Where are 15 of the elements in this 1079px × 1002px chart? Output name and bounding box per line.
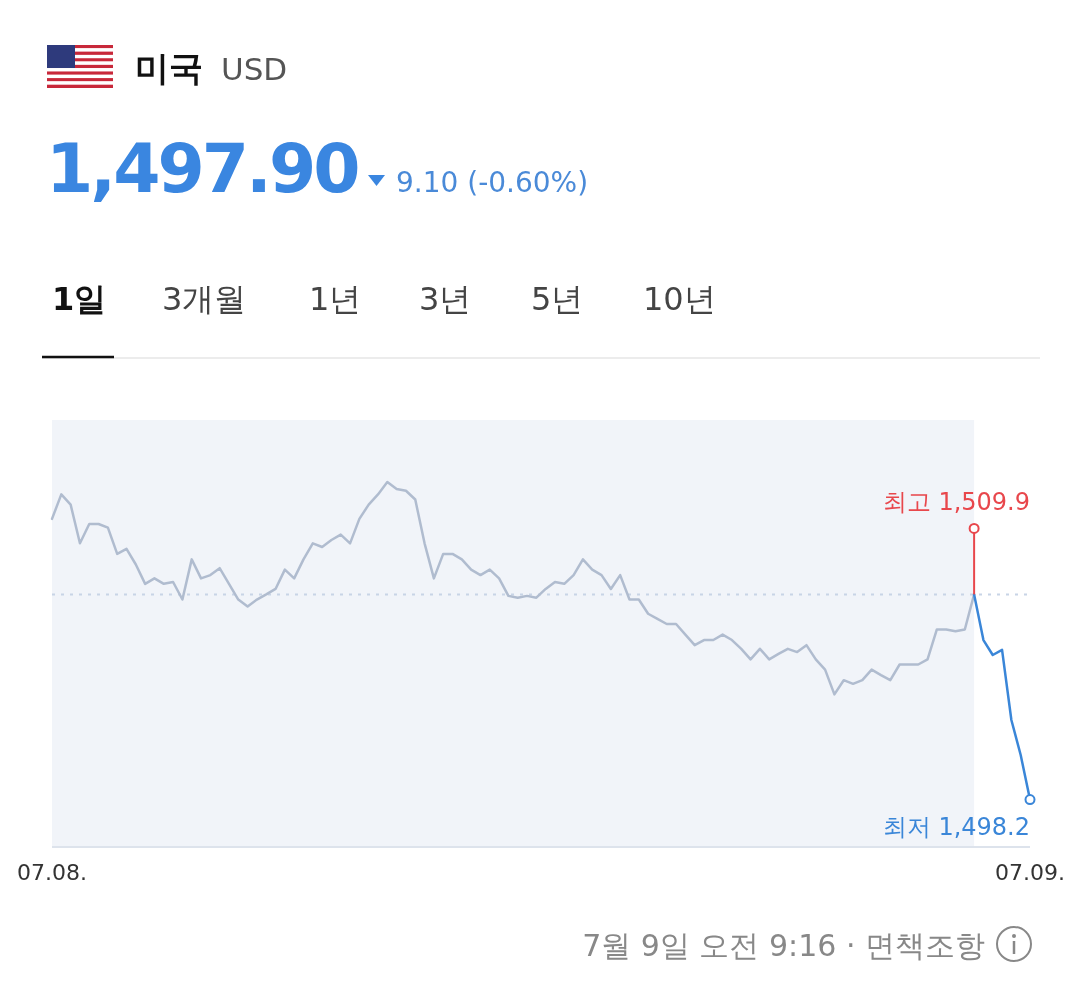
text: 1일 (52, 280, 107, 318)
annotation: 최고 1,509.9 (882, 488, 1030, 517)
chart-subtitle: USD (221, 51, 288, 87)
text: 5년 (531, 280, 584, 318)
chart-title: 미국 (135, 48, 203, 88)
text: 7월 9일 오전 9:16 · 면책조항 (582, 928, 985, 963)
text: 1,497.90 (46, 129, 359, 208)
text: 9.10 (-0.60%) (396, 166, 589, 199)
x-tick-label: 07.09. (995, 860, 1065, 885)
text: 10년 (643, 280, 716, 318)
annotation: 최저 1,498.2 (882, 812, 1030, 841)
x-tick-label: 07.08. (17, 860, 87, 885)
text: 1년 (309, 280, 362, 318)
text: 3개월 (162, 280, 247, 318)
text: 3년 (419, 280, 472, 318)
